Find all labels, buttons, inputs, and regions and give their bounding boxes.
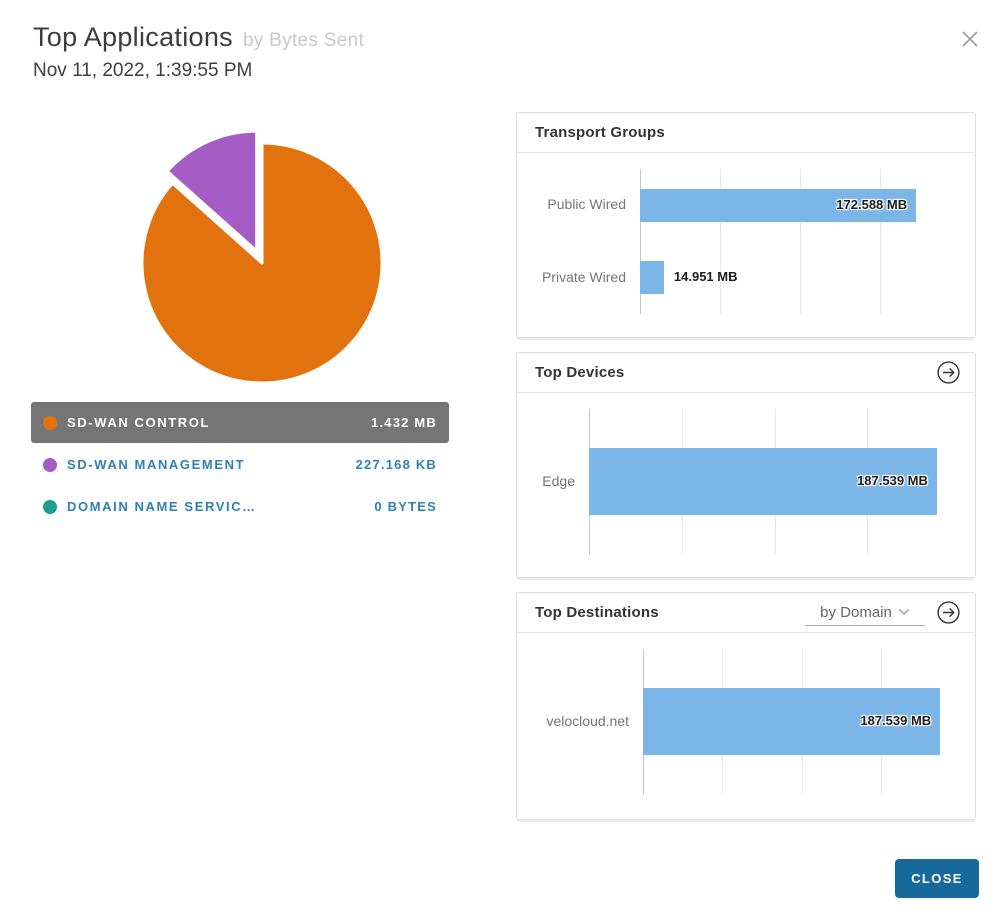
gridline [800,169,801,314]
top-devices-header: Top Devices [517,353,975,393]
legend-item-label: DOMAIN NAME SERVIC… [67,499,257,514]
top-destinations-chart: velocloud.net 187.539 MB [517,633,975,819]
bar-public-wired[interactable] [640,188,917,222]
slice-dot-orange [43,415,57,430]
panel-title: Top Devices [535,364,625,381]
bar-value-label: 187.539 MB [860,713,932,728]
slice-dot-purple [43,457,57,472]
dialog-header: Top Applications by Bytes Sent Nov 11, 20… [33,22,364,82]
bar-value-label: 14.951 MB [673,269,738,285]
legend-item-value: 1.432 MB [371,415,437,430]
open-top-devices-arrow-icon[interactable] [937,361,961,385]
panel-title: Top Destinations [535,604,659,621]
legend-item-label: SD-WAN CONTROL [67,415,210,430]
close-icon[interactable] [956,25,984,53]
transport-groups-chart: Public Wired 172.588 MB Private Wired 14.95… [517,153,975,337]
bar-private-wired[interactable] [640,261,664,295]
applications-pie-chart[interactable] [112,113,412,413]
bar-edge[interactable] [589,448,937,515]
gridline [720,169,721,314]
page-subtitle: by Bytes Sent [242,30,365,51]
bar-value-label: 172.588 MB [836,196,908,212]
timestamp: Nov 11, 2022, 1:39:55 PM [33,60,253,81]
legend-item-domain-name-service[interactable]: DOMAIN NAME SERVIC… 0 BYTES [31,486,449,527]
slice-dot-teal [43,499,57,514]
close-button[interactable]: CLOSE [895,859,979,898]
bar-category-label: Public Wired [547,196,626,213]
top-destinations-header: Top Destinations by Domain [517,593,975,633]
legend-item-sdwan-control[interactable]: SD-WAN CONTROL 1.432 MB [31,402,449,443]
gridline [880,169,881,314]
pie-slice[interactable] [140,141,384,385]
select-value: by Domain [820,603,892,621]
bar-category-label: velocloud.net [546,712,629,729]
legend-item-value: 227.168 KB [355,457,437,472]
legend-item-value: 0 BYTES [374,499,437,514]
open-top-destinations-arrow-icon[interactable] [937,601,961,625]
legend-item-label: SD-WAN MANAGEMENT [67,457,246,472]
y-axis-line [640,169,641,314]
top-destinations-panel: Top Destinations by Domain velocloud.net… [516,592,976,820]
bar-value-label: 187.539 MB [857,473,928,488]
legend-item-sdwan-management[interactable]: SD-WAN MANAGEMENT 227.168 KB [31,444,449,485]
bar-velocloud-net[interactable] [643,688,941,755]
bar-category-label: Private Wired [541,268,626,285]
top-devices-panel: Top Devices Edge 187.539 MB [516,352,976,578]
top-devices-chart: Edge 187.539 MB [517,393,975,577]
transport-groups-header: Transport Groups [517,113,975,153]
page-title: Top Applications [33,22,233,52]
panel-title: Transport Groups [535,124,665,141]
transport-groups-panel: Transport Groups Public Wired 172.588 MB P… [516,112,976,338]
chevron-down-icon [898,609,909,615]
pie-slice[interactable] [165,129,259,253]
bar-category-label: Edge [542,472,575,489]
pie-legend: SD-WAN CONTROL 1.432 MB SD-WAN MANAGEMEN… [31,402,449,528]
destinations-group-select[interactable]: by Domain [805,599,925,626]
